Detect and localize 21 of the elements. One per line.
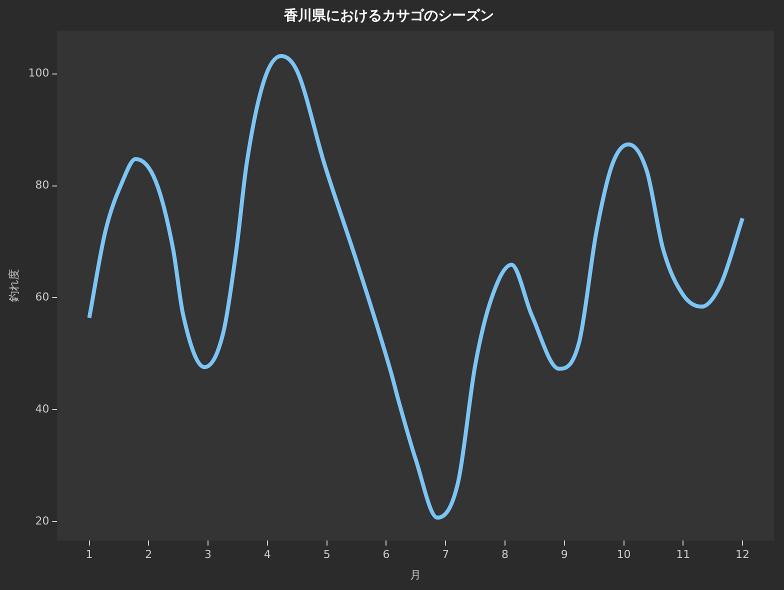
y-tick-label: 40 xyxy=(35,402,50,416)
y-tick-label: 20 xyxy=(35,514,50,528)
chart-title: 香川県におけるカサゴのシーズン xyxy=(283,8,494,24)
y-tick-label: 60 xyxy=(35,290,50,304)
x-tick-label: 4 xyxy=(264,548,271,562)
x-tick-label: 9 xyxy=(560,548,568,562)
x-tick-label: 1 xyxy=(86,548,93,562)
x-tick-label: 8 xyxy=(501,548,508,562)
x-tick-label: 5 xyxy=(323,548,330,562)
x-axis-title: 月 xyxy=(410,568,422,582)
x-tick-label: 2 xyxy=(145,548,152,562)
y-axis-title: 釣れ度 xyxy=(7,269,20,302)
y-tick-label: 100 xyxy=(28,66,50,80)
line-series xyxy=(87,54,745,520)
x-tick-label: 6 xyxy=(382,548,390,562)
x-tick-label: 3 xyxy=(204,548,212,562)
x-tick-label: 11 xyxy=(676,548,690,562)
x-tick-label: 7 xyxy=(442,548,450,562)
y-tick-label: 80 xyxy=(35,178,50,192)
x-tick-label: 10 xyxy=(616,548,631,562)
x-tick-label: 12 xyxy=(736,548,750,562)
